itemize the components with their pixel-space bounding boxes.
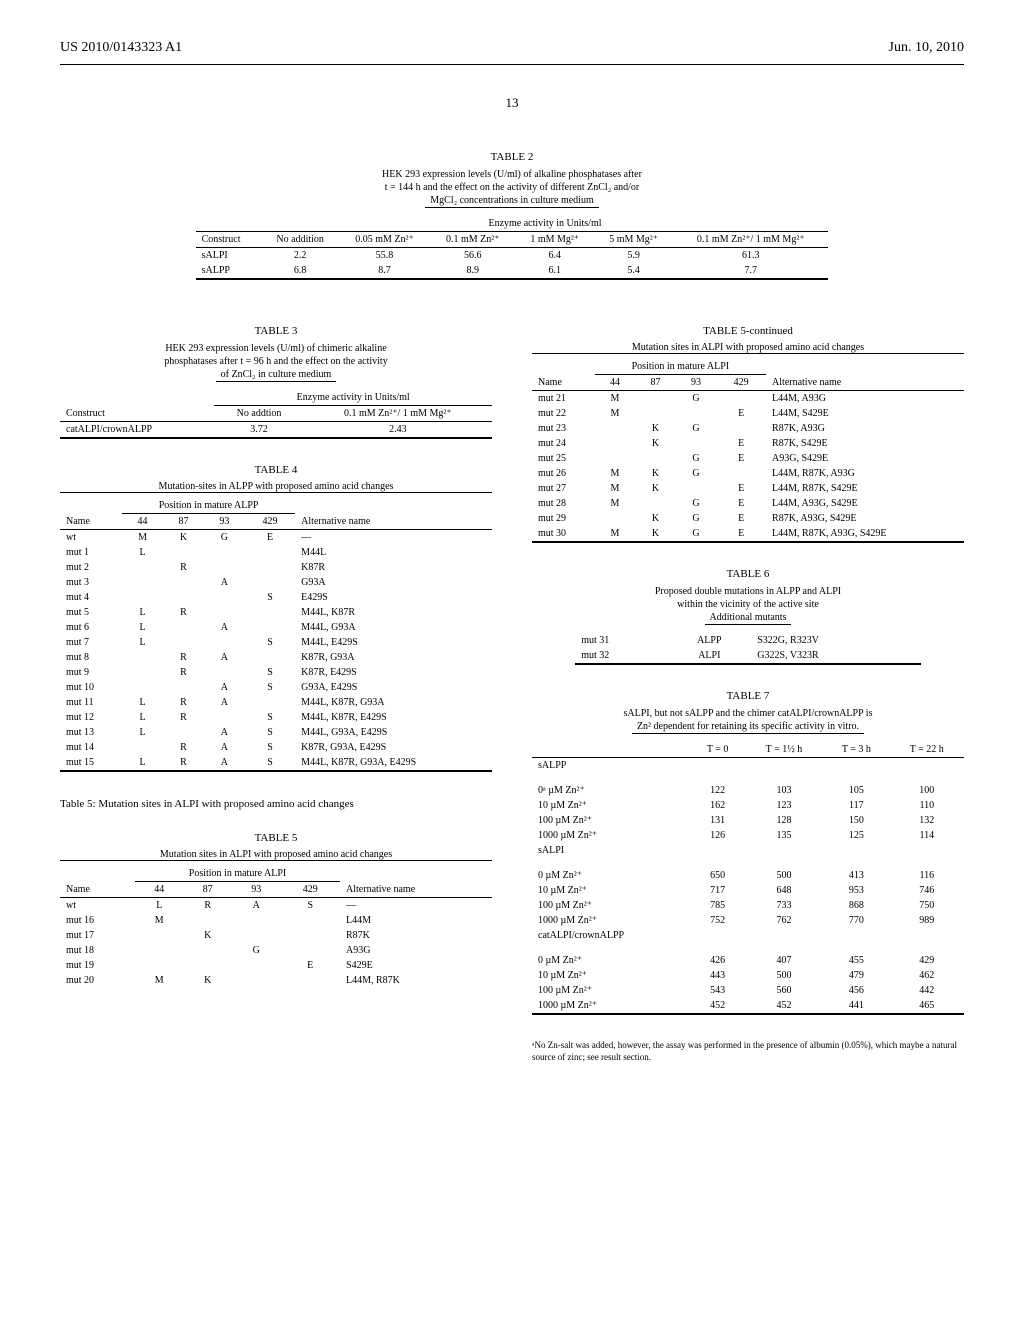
table2: Enzyme activity in Units/ml Construct No… [196,216,829,280]
table-row: mut 32ALPIG322S, V323R [575,648,921,664]
table-row: sALPI [532,843,964,858]
table6: mut 31ALPPS322G, R323V mut 32ALPIG322S, … [575,633,921,665]
table5cont-caption: Mutation sites in ALPI with proposed ami… [532,342,964,354]
table-row: mut 10ASG93A, E429S [60,680,492,695]
table-row: mut 26MKGL44M, R87K, A93G [532,466,964,481]
table-row: mut 17KR87K [60,928,492,943]
table-row: sALPI 2.255.856.66.45.961.3 [196,248,829,264]
table-row: 0ᵃ µM Zn²⁺122103105100 [532,783,964,798]
table-row: mut 24KER87K, S429E [532,436,964,451]
header-rule [60,64,964,65]
table-row: mut 23KGR87K, A93G [532,421,964,436]
patent-date: Jun. 10, 2010 [889,40,964,56]
table-row: mut 22MEL44M, S429E [532,406,964,421]
table4: Position in mature ALPP Name 44 87 93 42… [60,498,492,772]
table5-intro-text: Table 5: Mutation sites in ALPI with pro… [60,797,492,812]
table-row: mut 29KGER87K, A93G, S429E [532,511,964,526]
table-row: 1000 µM Zn²⁺752762770989 [532,913,964,928]
table-row: 1000 µM Zn²⁺452452441465 [532,998,964,1014]
table-row: mut 25GEA93G, S429E [532,451,964,466]
table-row: wtLRAS— [60,898,492,914]
table-row: 10 µM Zn²⁺162123117110 [532,798,964,813]
table-row: mut 20MKL44M, R87K [60,973,492,988]
table-row: wtMKGE— [60,530,492,546]
table6-title: TABLE 6 [532,568,964,580]
table-row: 100 µM Zn²⁺785733868750 [532,898,964,913]
table5-title: TABLE 5 [60,832,492,844]
table-row: mut 2RK87R [60,560,492,575]
table-row: mut 11LRAM44L, K87R, G93A [60,695,492,710]
table-row: 0 µM Zn²⁺650500413116 [532,868,964,883]
table7: T = 0 T = 1½ h T = 3 h T = 22 h sALPP0ᵃ … [532,742,964,1015]
table3-title: TABLE 3 [60,325,492,337]
table5-caption: Mutation sites in ALPI with proposed ami… [60,849,492,861]
patent-number: US 2010/0143323 A1 [60,40,182,56]
table-row: mut 8RAK87R, G93A [60,650,492,665]
table-row: mut 5LRM44L, K87R [60,605,492,620]
table-row: mut 3AG93A [60,575,492,590]
table-row: sALPP 6.88.78.96.15.47.7 [196,263,829,279]
table5-continued: Position in mature ALPI Name 44 87 93 42… [532,359,964,543]
table-row: mut 12LRSM44L, K87R, E429S [60,710,492,725]
table-row: 0 µM Zn²⁺426407455429 [532,953,964,968]
table-row: mut 13LASM44L, G93A, E429S [60,725,492,740]
table-row: mut 27MKEL44M, R87K, S429E [532,481,964,496]
table-row: mut 6LAM44L, G93A [60,620,492,635]
table-row: mut 9RSK87R, E429S [60,665,492,680]
table-row: 10 µM Zn²⁺443500479462 [532,968,964,983]
table-row: mut 1LM44L [60,545,492,560]
table-row: mut 18GA93G [60,943,492,958]
table7-title: TABLE 7 [532,690,964,702]
table-row: mut 7LSM44L, E429S [60,635,492,650]
table-row: 100 µM Zn²⁺131128150132 [532,813,964,828]
table-row: 1000 µM Zn²⁺126135125114 [532,828,964,843]
table-row: sALPP [532,758,964,774]
table-row: mut 16ML44M [60,913,492,928]
table-row: mut 15LRASM44L, K87R, G93A, E429S [60,755,492,771]
table-row: mut 31ALPPS322G, R323V [575,633,921,648]
table-row: 10 µM Zn²⁺717648953746 [532,883,964,898]
table4-caption: Mutation-sites in ALPP with proposed ami… [60,481,492,493]
table2-caption: HEK 293 expression levels (U/ml) of alka… [227,168,797,208]
page-header: US 2010/0143323 A1 Jun. 10, 2010 [60,40,964,56]
table-row: mut 28MGEL44M, A93G, S429E [532,496,964,511]
page-number: 13 [60,95,964,111]
table-row: catALPI/crownALPP 3.72 2.43 [60,422,492,439]
table3: Enzyme activity in Units/ml Construct No… [60,390,492,439]
table-row: mut 30MKGEL44M, R87K, A93G, S429E [532,526,964,542]
table5: Position in mature ALPI Name 44 87 93 42… [60,866,492,988]
table-row: mut 19ES429E [60,958,492,973]
table3-caption: HEK 293 expression levels (U/ml) of chim… [82,342,471,382]
table2-title: TABLE 2 [196,151,829,163]
table5cont-title: TABLE 5-continued [532,325,964,337]
table6-caption: Proposed double mutations in ALPP and AL… [554,585,943,625]
table7-footnote: ᵃNo Zn-salt was added, however, the assa… [532,1040,964,1063]
table-row: mut 21MGL44M, A93G [532,391,964,407]
table-row: mut 4SE429S [60,590,492,605]
table-row: catALPI/crownALPP [532,928,964,943]
table-row: mut 14RASK87R, G93A, E429S [60,740,492,755]
table7-caption: sALPI, but not sALPP and the chimer catA… [554,707,943,734]
table-row: 100 µM Zn²⁺543560456442 [532,983,964,998]
table4-title: TABLE 4 [60,464,492,476]
